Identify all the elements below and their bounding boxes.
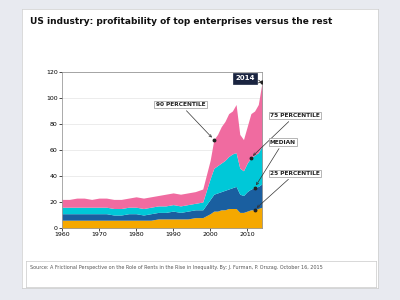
Text: US industry: profitability of top enterprises versus the rest: US industry: profitability of top enterp… xyxy=(30,16,332,26)
Text: 75 PERCENTILE: 75 PERCENTILE xyxy=(254,113,320,155)
Text: 90 PERCENTILE: 90 PERCENTILE xyxy=(156,102,212,137)
Text: MEDIAN: MEDIAN xyxy=(256,140,296,185)
Text: 25 PERCENTILE: 25 PERCENTILE xyxy=(257,171,320,207)
Text: Source: A Frictional Perspective on the Role of Rents in the Rise in Inequality.: Source: A Frictional Perspective on the … xyxy=(30,265,323,270)
Text: 2014: 2014 xyxy=(236,76,261,83)
